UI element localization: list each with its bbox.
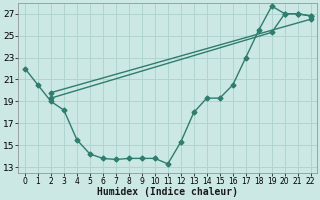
X-axis label: Humidex (Indice chaleur): Humidex (Indice chaleur) [97, 187, 238, 197]
